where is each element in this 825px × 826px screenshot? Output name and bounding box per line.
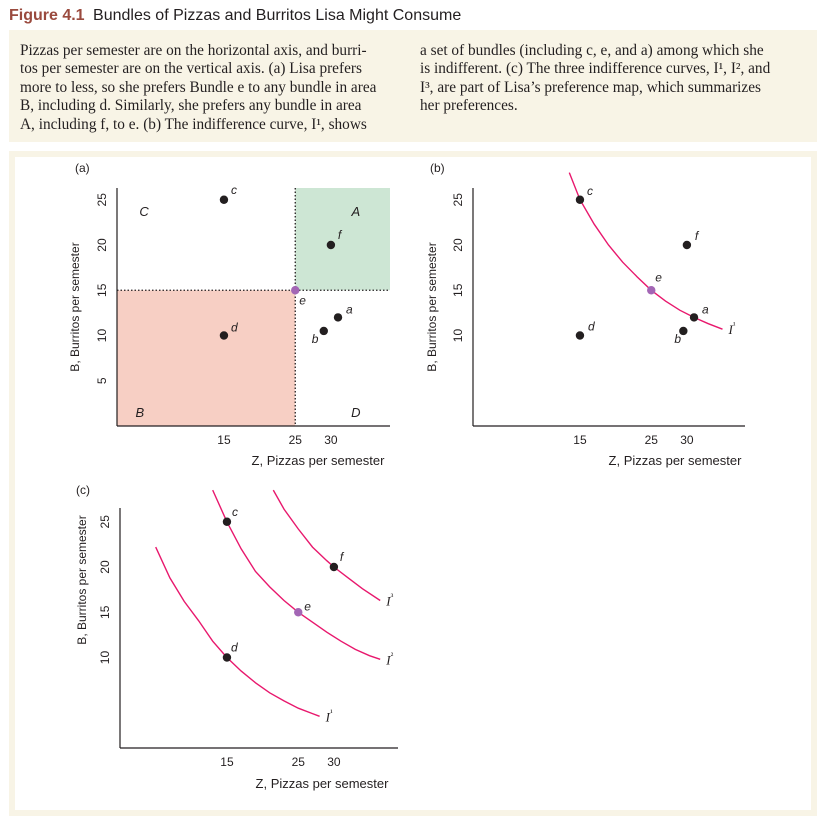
x-tick-label: 30 <box>327 755 341 769</box>
caption-line: her preferences. <box>420 97 518 115</box>
curve-label: I¹ <box>728 320 736 337</box>
y-tick-label: 20 <box>95 238 109 252</box>
bundle-point-d <box>219 331 229 340</box>
area-a-shading <box>295 188 390 291</box>
caption-right-column: a set of bundles (including c, e, and a)… <box>420 42 802 116</box>
bundle-point-b <box>679 326 688 336</box>
bundle-label-b: b <box>312 332 319 346</box>
bundle-point-e <box>291 286 300 295</box>
figure-title: Figure 4.1 Bundles of Pizzas and Burrito… <box>9 7 461 25</box>
bundle-label-b: b <box>674 332 681 346</box>
indifference-curve-I³ <box>272 489 381 602</box>
bundle-point-b <box>319 326 328 336</box>
y-axis-title: B, Burritos per semester <box>68 242 82 371</box>
bundle-label-f: f <box>340 550 345 564</box>
y-tick-label: 10 <box>451 329 465 343</box>
x-axis-title: Z, Pizzas per semester <box>252 453 386 468</box>
x-tick-label: 15 <box>217 433 231 447</box>
bundle-point-e <box>647 286 656 295</box>
bundle-label-c: c <box>232 505 238 519</box>
y-tick-label: 25 <box>98 515 112 529</box>
indifference-curve-I¹ <box>155 546 320 717</box>
y-tick-label: 5 <box>95 377 109 384</box>
figure-title-text: Bundles of Pizzas and Burritos Lisa Migh… <box>93 7 462 24</box>
x-tick-label: 30 <box>680 433 694 447</box>
x-tick-label: 25 <box>292 755 306 769</box>
caption-box: Pizzas per semester are on the horizonta… <box>9 30 817 142</box>
panel-label: (c) <box>76 483 90 497</box>
bundle-point-f <box>682 240 692 250</box>
x-tick-label: 25 <box>645 433 659 447</box>
bundle-label-e: e <box>299 293 306 307</box>
bundle-point-a <box>333 313 343 322</box>
bundle-point-d <box>222 653 232 662</box>
bundle-label-a: a <box>346 302 353 316</box>
panel-label: (a) <box>75 161 90 175</box>
caption-line: B, including d. Similarly, she prefers a… <box>20 97 362 115</box>
bundle-label-f: f <box>338 228 343 242</box>
bundle-label-a: a <box>702 302 709 316</box>
bundle-point-d <box>575 331 585 340</box>
caption-line: a set of bundles (including c, e, and a)… <box>420 42 764 59</box>
bundle-label-e: e <box>655 270 662 284</box>
area-label-d: D <box>351 405 360 420</box>
bundle-point-f <box>326 240 336 250</box>
x-tick-label: 15 <box>220 755 234 769</box>
bundle-point-a <box>689 313 699 322</box>
figure-number: Figure 4.1 <box>9 7 85 24</box>
bundle-label-d: d <box>588 320 595 334</box>
y-tick-label: 25 <box>451 193 465 207</box>
area-label-a: A <box>351 204 361 219</box>
bundle-point-f <box>329 562 339 572</box>
y-tick-label: 15 <box>451 283 465 297</box>
y-tick-label: 20 <box>451 238 465 252</box>
area-b-shading <box>117 290 296 426</box>
panel-a <box>116 188 390 427</box>
x-tick-label: 30 <box>324 433 338 447</box>
bundle-point-e <box>294 608 303 617</box>
y-tick-label: 25 <box>95 193 109 207</box>
bundle-label-f: f <box>695 229 700 243</box>
bundle-label-d: d <box>231 321 238 335</box>
y-tick-label: 15 <box>95 283 109 297</box>
curve-label: I¹ <box>325 707 333 724</box>
bundle-label-d: d <box>231 641 238 655</box>
y-tick-label: 10 <box>98 651 112 665</box>
area-label-b: B <box>135 405 144 420</box>
y-axis-title: B, Burritos per semester <box>75 515 89 644</box>
panel-b: I¹ <box>472 172 745 427</box>
curve-label: I² <box>385 650 393 667</box>
caption-line: I³, are part of Lisa’s preference map, w… <box>420 78 761 96</box>
figure-panel-area <box>9 151 817 816</box>
bundle-point-c <box>219 195 229 204</box>
bundle-point-c <box>222 517 232 526</box>
panel-label: (b) <box>430 161 445 175</box>
y-tick-label: 20 <box>98 560 112 574</box>
caption-line: A, including f, to e. (b) The indifferen… <box>20 115 367 133</box>
bundle-label-e: e <box>304 599 311 613</box>
y-axis-title: B, Burritos per semester <box>425 242 439 371</box>
bundle-label-c: c <box>231 183 237 197</box>
caption-line: tos per semester are on the vertical axi… <box>20 60 362 78</box>
y-tick-label: 15 <box>98 605 112 619</box>
caption-line: Pizzas per semester are on the horizonta… <box>20 42 367 59</box>
y-tick-label: 10 <box>95 329 109 343</box>
bundle-point-c <box>575 195 585 204</box>
caption-line: more to less, so she prefers Bundle e to… <box>20 78 377 96</box>
x-axis-title: Z, Pizzas per semester <box>256 776 390 791</box>
caption-line: is indifferent. (c) The three indifferen… <box>420 60 771 78</box>
caption-left-column: Pizzas per semester are on the horizonta… <box>20 42 400 134</box>
panel-c: I¹ I² I³ <box>119 489 398 749</box>
bundle-label-c: c <box>587 184 593 198</box>
curve-label: I³ <box>385 591 393 608</box>
x-tick-label: 15 <box>573 433 587 447</box>
area-label-c: C <box>139 204 149 219</box>
x-tick-label: 25 <box>289 433 303 447</box>
x-axis-title: Z, Pizzas per semester <box>609 453 743 468</box>
